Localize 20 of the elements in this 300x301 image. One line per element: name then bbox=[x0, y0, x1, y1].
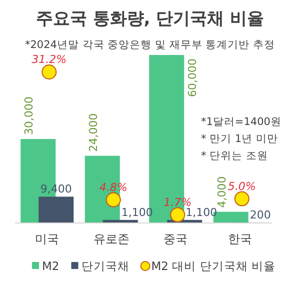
chart-title: 주요국 통화량, 단기국채 비율 bbox=[36, 9, 264, 29]
annotation: * 단위는 조원 bbox=[201, 150, 268, 162]
legend-label: M2 대비 단기국채 비율 bbox=[151, 259, 276, 273]
data-label: 60,000 bbox=[186, 58, 200, 97]
data-label: 200 bbox=[250, 208, 271, 222]
annotation: * 만기 1년 미만 bbox=[201, 133, 278, 145]
x-tick-label: 중국 bbox=[164, 232, 188, 246]
chart-subtitle: *2024년말 각국 중앙은행 및 재무부 통계기반 추정 bbox=[25, 39, 275, 51]
data-label: 4,000 bbox=[215, 176, 228, 208]
data-label: 30,000 bbox=[22, 96, 36, 135]
data-label: 5.0% bbox=[228, 180, 256, 193]
data-label: 31.2% bbox=[32, 53, 67, 66]
data-label: 1,100 bbox=[186, 206, 218, 219]
x-tick-label: 유로존 bbox=[93, 232, 130, 246]
annotation: *1달러=1400원 bbox=[201, 116, 282, 128]
x-tick-label: 한국 bbox=[228, 232, 252, 246]
x-tick-label: 미국 bbox=[35, 232, 60, 246]
legend-label: M2 bbox=[42, 259, 60, 273]
data-label: 24,000 bbox=[86, 113, 100, 152]
legend-label: 단기국채 bbox=[81, 259, 130, 273]
